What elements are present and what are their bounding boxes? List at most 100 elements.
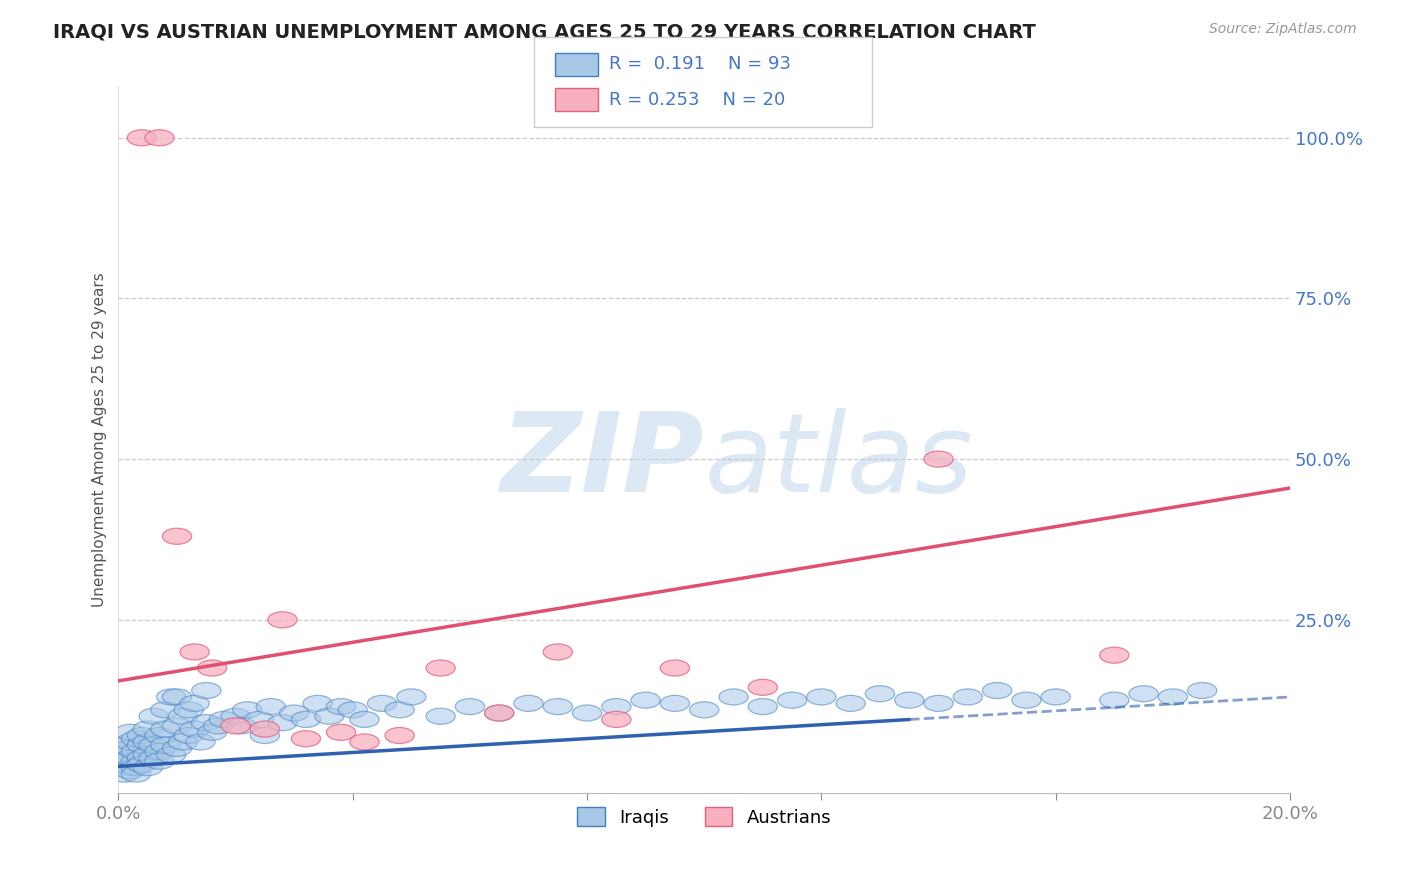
Ellipse shape <box>350 734 380 750</box>
Ellipse shape <box>1129 686 1159 702</box>
Ellipse shape <box>572 705 602 721</box>
Text: atlas: atlas <box>704 408 973 515</box>
Ellipse shape <box>162 689 191 705</box>
Ellipse shape <box>543 644 572 660</box>
Ellipse shape <box>180 721 209 737</box>
Ellipse shape <box>180 696 209 712</box>
Ellipse shape <box>245 712 274 728</box>
Ellipse shape <box>865 686 894 702</box>
Ellipse shape <box>385 728 415 744</box>
Ellipse shape <box>186 734 215 750</box>
Ellipse shape <box>250 721 280 737</box>
Ellipse shape <box>110 747 139 763</box>
Ellipse shape <box>983 682 1012 698</box>
Ellipse shape <box>115 763 145 779</box>
Y-axis label: Unemployment Among Ages 25 to 29 years: Unemployment Among Ages 25 to 29 years <box>93 272 107 607</box>
Ellipse shape <box>121 753 150 769</box>
Ellipse shape <box>121 744 150 760</box>
Ellipse shape <box>267 612 297 628</box>
Ellipse shape <box>134 747 162 763</box>
Ellipse shape <box>115 740 145 756</box>
Ellipse shape <box>169 708 197 724</box>
Text: IRAQI VS AUSTRIAN UNEMPLOYMENT AMONG AGES 25 TO 29 YEARS CORRELATION CHART: IRAQI VS AUSTRIAN UNEMPLOYMENT AMONG AGE… <box>53 22 1036 41</box>
Text: Source: ZipAtlas.com: Source: ZipAtlas.com <box>1209 22 1357 37</box>
Ellipse shape <box>145 753 174 769</box>
Ellipse shape <box>426 708 456 724</box>
Ellipse shape <box>145 744 174 760</box>
Ellipse shape <box>191 714 221 731</box>
Text: ZIP: ZIP <box>501 408 704 515</box>
Ellipse shape <box>924 696 953 712</box>
Ellipse shape <box>134 734 162 750</box>
Ellipse shape <box>121 766 150 782</box>
Ellipse shape <box>543 698 572 714</box>
Ellipse shape <box>134 760 162 776</box>
Ellipse shape <box>197 724 226 740</box>
Ellipse shape <box>661 660 689 676</box>
Ellipse shape <box>326 698 356 714</box>
Ellipse shape <box>121 760 150 776</box>
Ellipse shape <box>631 692 661 708</box>
Ellipse shape <box>134 721 162 737</box>
Ellipse shape <box>1159 689 1188 705</box>
Ellipse shape <box>150 702 180 718</box>
Ellipse shape <box>139 708 169 724</box>
Ellipse shape <box>169 734 197 750</box>
Text: R = 0.253    N = 20: R = 0.253 N = 20 <box>609 91 785 109</box>
Ellipse shape <box>209 712 239 728</box>
Ellipse shape <box>267 714 297 731</box>
Ellipse shape <box>127 129 156 145</box>
Ellipse shape <box>894 692 924 708</box>
Ellipse shape <box>291 712 321 728</box>
Ellipse shape <box>174 728 204 744</box>
Ellipse shape <box>115 734 145 750</box>
Ellipse shape <box>127 737 156 753</box>
Ellipse shape <box>145 728 174 744</box>
Ellipse shape <box>485 705 513 721</box>
Ellipse shape <box>280 705 309 721</box>
Ellipse shape <box>156 747 186 763</box>
Ellipse shape <box>145 129 174 145</box>
Ellipse shape <box>1099 647 1129 663</box>
Ellipse shape <box>110 756 139 772</box>
Ellipse shape <box>837 696 865 712</box>
Ellipse shape <box>110 753 139 769</box>
Ellipse shape <box>139 750 169 766</box>
Ellipse shape <box>191 682 221 698</box>
Ellipse shape <box>156 689 186 705</box>
Ellipse shape <box>689 702 718 718</box>
Ellipse shape <box>127 756 156 772</box>
Ellipse shape <box>204 718 232 734</box>
Ellipse shape <box>485 705 513 721</box>
Ellipse shape <box>197 660 226 676</box>
Ellipse shape <box>326 724 356 740</box>
Legend: Iraqis, Austrians: Iraqis, Austrians <box>571 800 838 834</box>
Ellipse shape <box>150 721 180 737</box>
Ellipse shape <box>602 698 631 714</box>
Ellipse shape <box>302 696 332 712</box>
Ellipse shape <box>256 698 285 714</box>
Ellipse shape <box>127 728 156 744</box>
Ellipse shape <box>291 731 321 747</box>
Ellipse shape <box>180 644 209 660</box>
Text: R =  0.191    N = 93: R = 0.191 N = 93 <box>609 55 790 73</box>
Ellipse shape <box>150 737 180 753</box>
Ellipse shape <box>426 660 456 676</box>
Ellipse shape <box>350 712 380 728</box>
Ellipse shape <box>162 740 191 756</box>
Ellipse shape <box>1012 692 1040 708</box>
Ellipse shape <box>718 689 748 705</box>
Ellipse shape <box>139 737 169 753</box>
Ellipse shape <box>115 760 145 776</box>
Ellipse shape <box>367 696 396 712</box>
Ellipse shape <box>115 724 145 740</box>
Ellipse shape <box>162 718 191 734</box>
Ellipse shape <box>924 451 953 467</box>
Ellipse shape <box>396 689 426 705</box>
Ellipse shape <box>232 702 262 718</box>
Ellipse shape <box>174 702 204 718</box>
Ellipse shape <box>748 698 778 714</box>
Ellipse shape <box>602 712 631 728</box>
Ellipse shape <box>226 718 256 734</box>
Ellipse shape <box>110 737 139 753</box>
